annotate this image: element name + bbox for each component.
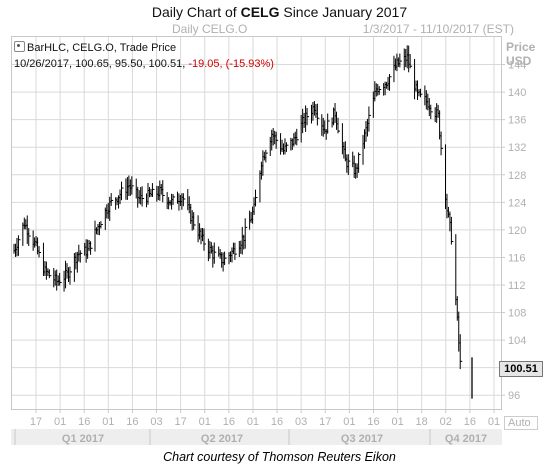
x-tick-label: 03 — [150, 416, 162, 428]
y-axis-unit: USD — [506, 54, 532, 68]
x-tick-label: 03 — [295, 416, 307, 428]
y-tick-label: 120 — [508, 225, 526, 237]
x-tick-label: 01 — [247, 416, 259, 428]
x-tick-label: 16 — [271, 416, 283, 428]
series-settings-icon[interactable] — [14, 41, 25, 52]
x-tick-label: 02 — [440, 416, 452, 428]
y-tick-label: 112 — [508, 280, 526, 292]
x-tick-label: 18 — [416, 416, 428, 428]
x-tick-label: 01 — [391, 416, 403, 428]
y-tick-label: 104 — [508, 335, 526, 347]
y-tick-label: 96 — [508, 390, 520, 402]
x-tick-label: 17 — [319, 416, 331, 428]
legend-change: -19.05, (-15.93%) — [188, 58, 274, 70]
chart-credit: Chart courtesy of Thomson Reuters Eikon — [163, 450, 396, 464]
legend-series-row: BarHLC, CELG.O, Trade Price — [14, 40, 274, 56]
legend-values-row: 10/26/2017, 100.65, 95.50, 100.51, -19.0… — [14, 56, 274, 72]
y-tick-label: 116 — [508, 252, 526, 264]
quarter-axis-band — [11, 429, 502, 445]
legend-series: BarHLC, CELG.O, Trade Price — [27, 42, 177, 54]
auto-scale-button[interactable]: Auto — [504, 416, 538, 430]
y-tick-label: 128 — [508, 170, 526, 182]
chart-title: Daily Chart of CELG Since January 2017 — [0, 4, 559, 20]
chart-subtitle: Daily CELG.O — [172, 22, 248, 36]
quarter-label: Q4 2017 — [445, 433, 487, 445]
x-tick-label: 01 — [102, 416, 114, 428]
y-tick-label: 140 — [508, 87, 526, 99]
x-tick-label: 16 — [464, 416, 476, 428]
x-tick-label: 17 — [30, 416, 42, 428]
x-tick-label: 17 — [175, 416, 187, 428]
x-tick-label: 16 — [126, 416, 138, 428]
x-tick-label: 01 — [343, 416, 355, 428]
x-tick-label: 16 — [223, 416, 235, 428]
x-tick-label: 16 — [78, 416, 90, 428]
y-tick-label: 108 — [508, 308, 526, 320]
title-prefix: Daily Chart of — [151, 4, 241, 20]
quarter-label: Q3 2017 — [341, 433, 383, 445]
y-tick-label: 124 — [508, 197, 526, 209]
x-tick-label: 16 — [367, 416, 379, 428]
last-price-badge: 100.51 — [499, 361, 543, 377]
chart-legend: BarHLC, CELG.O, Trade Price 10/26/2017, … — [14, 40, 274, 72]
legend-ohlc-values: 10/26/2017, 100.65, 95.50, 100.51, — [14, 58, 189, 70]
date-range-label: 1/3/2017 - 11/10/2017 (EST) — [362, 22, 514, 36]
title-symbol: CELG — [240, 4, 280, 20]
y-tick-label: 132 — [508, 142, 526, 154]
y-axis-title: Price — [506, 40, 536, 54]
y-tick-label: 136 — [508, 115, 526, 127]
quarter-label: Q1 2017 — [62, 433, 104, 445]
x-tick-label: 01 — [199, 416, 211, 428]
plot-area[interactable] — [11, 36, 502, 410]
x-tick-label: 01 — [488, 416, 500, 428]
quarter-label: Q2 2017 — [201, 433, 243, 445]
x-tick-label: 01 — [54, 416, 66, 428]
y-tick-label: 144 — [508, 60, 526, 72]
title-suffix: Since January 2017 — [279, 4, 408, 20]
